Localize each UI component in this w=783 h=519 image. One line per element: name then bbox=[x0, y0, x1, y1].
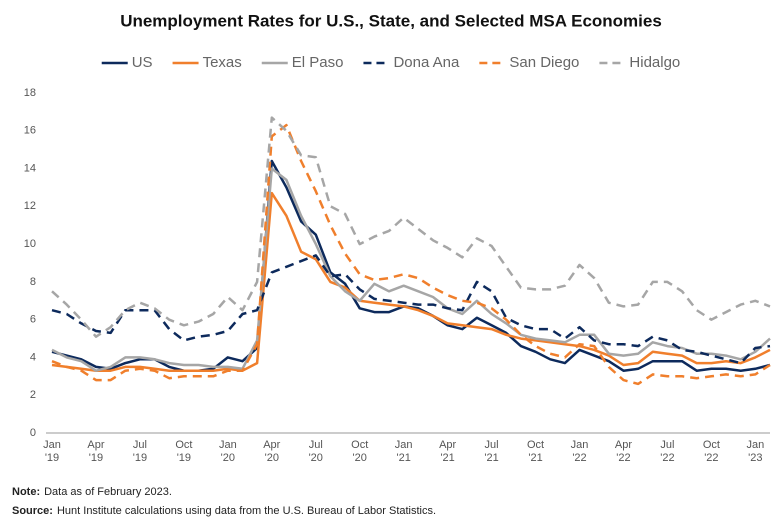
series-line bbox=[51, 167, 771, 372]
note-text: Hunt Institute calculations using data f… bbox=[57, 505, 436, 517]
legend: US Texas El Paso Dona Ana San Diego Hidalgo bbox=[101, 54, 680, 71]
y-tick-label: 4 bbox=[30, 351, 36, 363]
legend-label: El Paso bbox=[292, 54, 344, 71]
x-tick-label: Jan '22 bbox=[571, 439, 589, 464]
note-label: Source: bbox=[12, 505, 53, 517]
series-line bbox=[51, 191, 771, 372]
x-tick-label: Jul '20 bbox=[309, 439, 323, 464]
x-tick-label: Apr '22 bbox=[615, 439, 632, 464]
y-tick-label: 2 bbox=[30, 389, 36, 401]
chart-title: Unemployment Rates for U.S., State, and … bbox=[120, 11, 662, 30]
y-tick-label: 14 bbox=[24, 162, 36, 174]
legend-label: San Diego bbox=[509, 54, 579, 71]
y-tick-label: 0 bbox=[30, 427, 36, 439]
legend-label: Dona Ana bbox=[393, 54, 460, 71]
note-text: Data as of February 2023. bbox=[44, 486, 172, 498]
y-tick-label: 8 bbox=[30, 276, 36, 288]
x-tick-label: Apr '21 bbox=[439, 439, 456, 464]
x-tick-label: Jul '19 bbox=[133, 439, 147, 464]
note: Note: Data as of February 2023. bbox=[12, 486, 172, 498]
x-tick-label: Jan '21 bbox=[395, 439, 413, 464]
x-tick-label: Jul '21 bbox=[484, 439, 498, 464]
legend-label: Texas bbox=[203, 54, 242, 71]
series-line bbox=[51, 116, 771, 338]
x-tick-label: Apr '19 bbox=[87, 439, 104, 464]
series-line bbox=[51, 254, 771, 365]
x-tick-label: Jan '20 bbox=[219, 439, 237, 464]
y-tick-label: 10 bbox=[24, 238, 36, 250]
x-tick-label: Apr '20 bbox=[263, 439, 280, 464]
y-tick-label: 12 bbox=[24, 200, 36, 212]
x-tick-label: Jan '23 bbox=[746, 439, 764, 464]
x-tick-label: Oct '19 bbox=[175, 439, 192, 464]
y-tick-label: 6 bbox=[30, 314, 36, 326]
x-tick-label: Jan '19 bbox=[43, 439, 61, 464]
note-label: Note: bbox=[12, 486, 40, 498]
y-tick-label: 18 bbox=[24, 87, 36, 99]
y-tick-label: 16 bbox=[24, 125, 36, 137]
legend-label: US bbox=[132, 54, 153, 71]
x-tick-label: Oct '22 bbox=[703, 439, 720, 464]
x-tick-label: Oct '21 bbox=[527, 439, 544, 464]
note: Source: Hunt Institute calculations using… bbox=[12, 505, 436, 517]
legend-label: Hidalgo bbox=[629, 54, 680, 71]
x-tick-label: Oct '20 bbox=[351, 439, 368, 464]
series-line bbox=[51, 123, 771, 386]
x-tick-label: Jul '22 bbox=[660, 439, 674, 464]
